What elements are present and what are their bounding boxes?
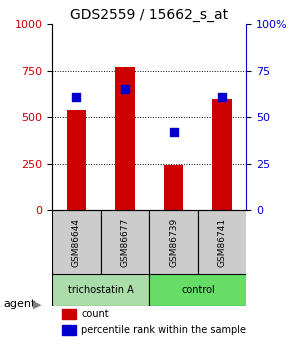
FancyBboxPatch shape bbox=[198, 210, 246, 274]
FancyBboxPatch shape bbox=[52, 210, 101, 274]
Text: ▶: ▶ bbox=[33, 299, 42, 309]
Bar bbox=[115, 67, 135, 210]
Text: count: count bbox=[81, 309, 109, 319]
Text: GSM86741: GSM86741 bbox=[218, 218, 227, 267]
FancyBboxPatch shape bbox=[101, 210, 149, 274]
Text: GSM86739: GSM86739 bbox=[169, 218, 178, 267]
FancyBboxPatch shape bbox=[52, 274, 149, 306]
FancyBboxPatch shape bbox=[149, 210, 198, 274]
Bar bbox=[67, 110, 86, 210]
Text: GSM86677: GSM86677 bbox=[121, 218, 130, 267]
FancyBboxPatch shape bbox=[149, 274, 246, 306]
Point bbox=[74, 94, 79, 99]
Bar bbox=[213, 99, 232, 210]
Title: GDS2559 / 15662_s_at: GDS2559 / 15662_s_at bbox=[70, 8, 229, 22]
Text: control: control bbox=[181, 285, 215, 295]
Bar bbox=[62, 325, 75, 335]
Text: percentile rank within the sample: percentile rank within the sample bbox=[81, 325, 246, 335]
Text: GSM86644: GSM86644 bbox=[72, 218, 81, 267]
Bar bbox=[62, 309, 75, 319]
Text: agent: agent bbox=[3, 299, 35, 309]
Point bbox=[123, 87, 127, 92]
Point bbox=[171, 129, 176, 135]
Point bbox=[220, 94, 224, 99]
Text: trichostatin A: trichostatin A bbox=[68, 285, 134, 295]
Bar bbox=[164, 165, 183, 210]
